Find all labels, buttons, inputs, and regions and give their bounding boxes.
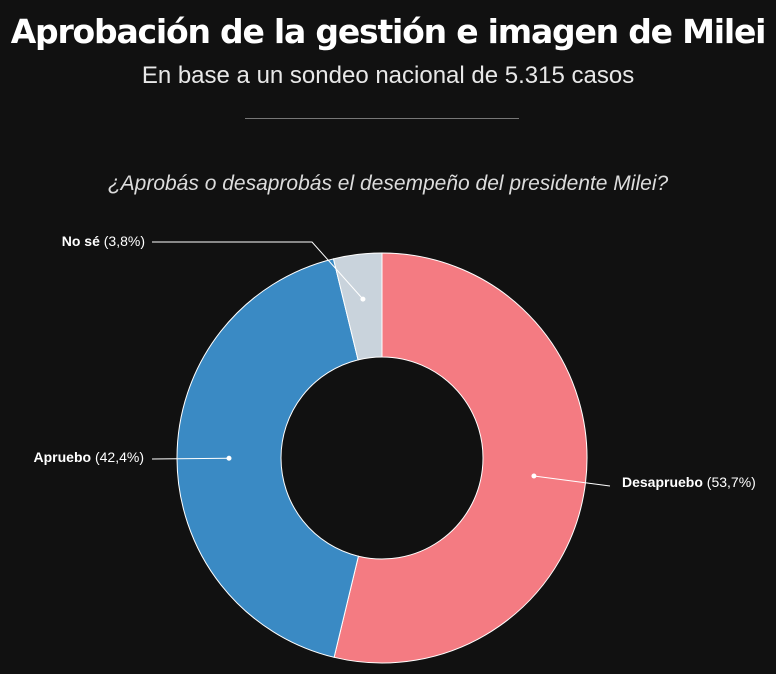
slice-label-value: (42,4%) (91, 449, 144, 465)
slice-label-name: No sé (62, 233, 100, 249)
slice-label-value: (3,8%) (100, 233, 145, 249)
divider (245, 118, 519, 119)
slice-label: Desapruebo (53,7%) (622, 474, 756, 490)
leader-dot (531, 473, 537, 479)
slice-label-value: (53,7%) (703, 474, 756, 490)
slice-label-name: Apruebo (34, 449, 92, 465)
slice-desapruebo (333, 252, 588, 664)
chart-subtitle: En base a un sondeo nacional de 5.315 ca… (141, 62, 635, 89)
slice-label: Apruebo (42,4%) (34, 449, 144, 465)
poll-question: ¿Aprobás o desaprobás el desempeño del p… (107, 172, 669, 195)
leader-dot (226, 455, 232, 461)
slice-apruebo (176, 258, 360, 658)
slice-label-name: Desapruebo (622, 474, 703, 490)
leader-line (533, 475, 611, 487)
slice-labels: Desapruebo (53,7%) Apruebo (42,4%) No sé (… (34, 233, 756, 490)
slice-label: No sé (3,8%) (62, 233, 145, 249)
donut-slices (176, 252, 588, 664)
leader-line (152, 241, 364, 300)
leader-line (151, 457, 230, 460)
chart-title: Aprobación de la gestión e imagen de Mil… (10, 12, 767, 51)
leader-dot (360, 296, 366, 302)
